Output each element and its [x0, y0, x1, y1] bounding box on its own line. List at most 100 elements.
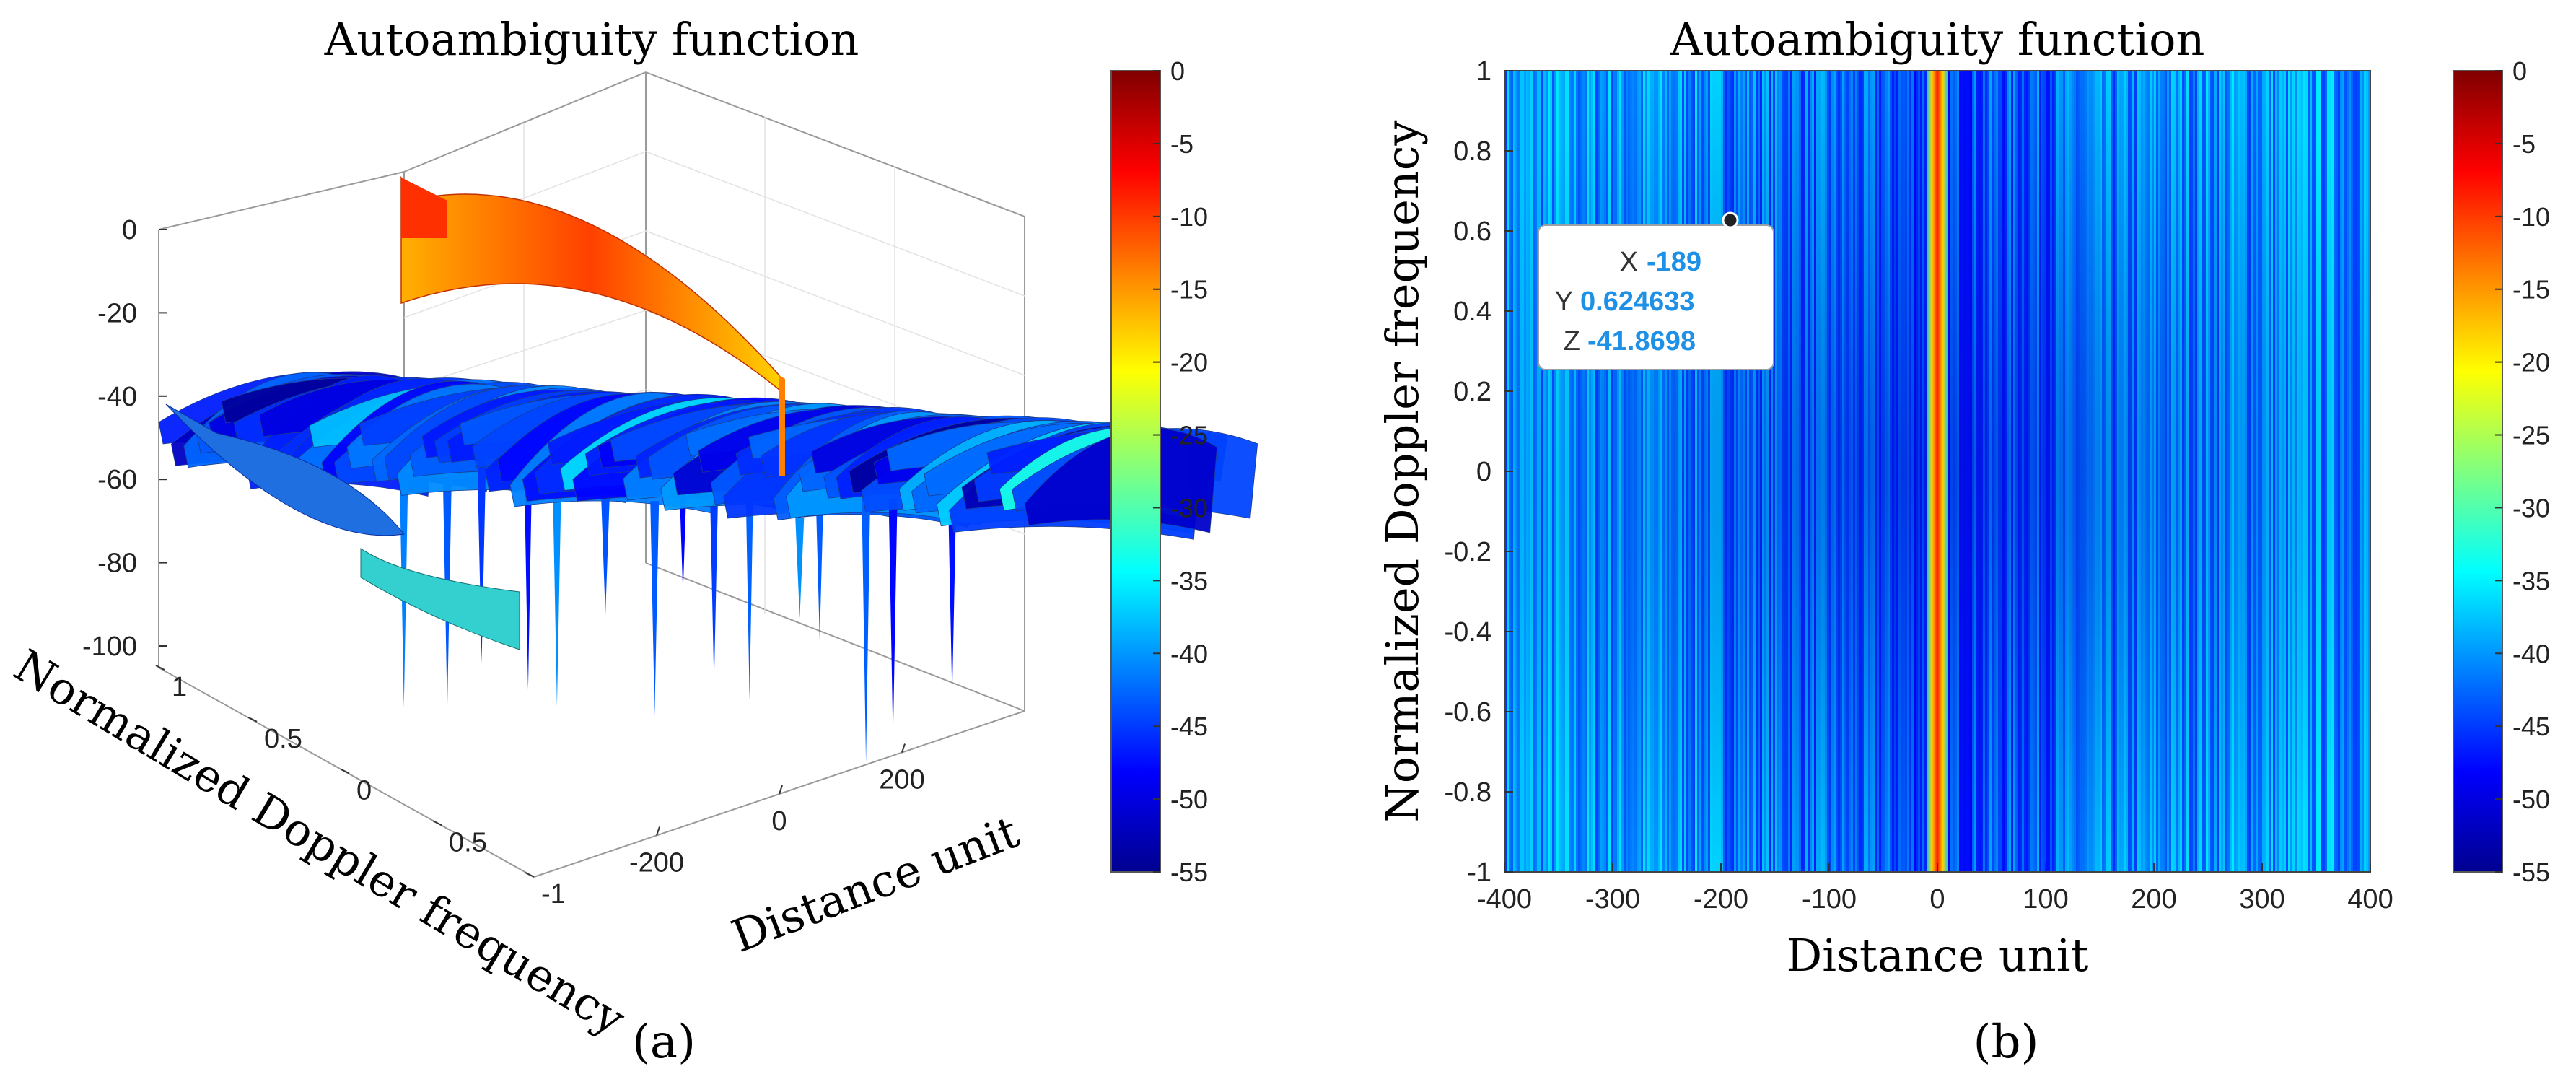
colorbar-tick-label: -55 — [2513, 857, 2550, 887]
panel-b-title: Autoambiguity function — [1670, 13, 2205, 66]
y-tick-label: 1 — [1476, 56, 1491, 87]
datatip-box — [1538, 224, 1774, 370]
y-tick-label: -0.2 — [1445, 537, 1491, 567]
colorbar-tick-label: -45 — [2513, 712, 2550, 741]
distance-tick-label: -200 — [629, 848, 684, 878]
panel-a-doppler-ticks: 1 0.5 0 0.5 -1 — [155, 665, 566, 909]
colorbar-tick-label: -25 — [1170, 421, 1208, 450]
y-tick-label: 0.4 — [1453, 297, 1491, 327]
panel-a-title: Autoambiguity function — [324, 13, 859, 66]
panel-a-doppler-label: Normalized Doppler frequency — [5, 639, 634, 1046]
surface-hull — [360, 548, 520, 650]
panel-a: Autoambiguity function — [5, 13, 1258, 1069]
x-tick-label: -300 — [1585, 884, 1640, 914]
colorbar-tick-label: -40 — [2513, 639, 2550, 668]
colorbar-tick-label: -5 — [1170, 129, 1193, 159]
surface-spike — [888, 499, 898, 740]
datatip-z-value: -41.8698 — [1587, 326, 1696, 357]
doppler-tick-label: -1 — [541, 879, 566, 909]
surface-spike — [947, 484, 957, 698]
colorbar-tick-label: -10 — [2513, 202, 2550, 232]
colorbar-tick-label: -30 — [1170, 493, 1208, 523]
surface-spike — [477, 458, 486, 664]
x-tick-label: -200 — [1694, 884, 1748, 914]
surface-spike — [552, 481, 561, 707]
distance-tick-label: 0 — [771, 806, 787, 837]
colorbar-tick-label: -20 — [2513, 348, 2550, 377]
panel-a-peak-ridge — [400, 175, 785, 476]
panel-a-z-ticks: 0 -20 -40 -60 -80 -100 — [82, 215, 167, 662]
panel-b: Autoambiguity function -400 -300 -200 -100 0… — [1376, 13, 2550, 1069]
colorbar-tick-label: -5 — [2513, 129, 2536, 159]
colorbar-tick-label: -15 — [1170, 275, 1208, 305]
doppler-tick-label: 1 — [172, 672, 187, 702]
panel-b-colorbar-ticks: 0 -5 -10 -15 -20 -25 -30 -35 -40 -45 -50 -55 — [2495, 56, 2550, 887]
y-tick-label: -0.6 — [1445, 697, 1491, 728]
x-tick-label: 300 — [2239, 884, 2284, 914]
panel-b-y-ticks: 1 0.8 0.6 0.4 0.2 0 -0.2 -0.4 -0.6 -0.8 -1 — [1445, 56, 1513, 888]
colorbar-tick-label: 0 — [2513, 56, 2527, 86]
panel-b-peak-column — [1927, 71, 1948, 872]
panel-b-label: (b) — [1973, 1016, 2039, 1069]
panel-b-xlabel: Distance unit — [1787, 929, 2089, 982]
surface-hull — [165, 403, 405, 536]
datatip-x-label: X — [1620, 247, 1638, 277]
colorbar-tick-label: -25 — [2513, 421, 2550, 450]
panel-a-colorbar — [1110, 70, 1161, 873]
x-tick-label: 100 — [2023, 884, 2068, 914]
surface-spike — [650, 501, 660, 716]
colorbar-tick-label: -35 — [1170, 566, 1208, 595]
doppler-tick-mark — [247, 716, 258, 723]
panel-b-colorbar — [2453, 70, 2503, 873]
distance-tick-mark — [779, 785, 783, 795]
distance-tick-mark — [656, 826, 660, 836]
datatip-x-value: -189 — [1647, 247, 1701, 277]
colorbar-tick-label: -40 — [1170, 639, 1208, 668]
panel-b-ylabel: Normalized Doppler frequency — [1376, 121, 1429, 823]
z-tick-label: 0 — [122, 215, 137, 245]
x-tick-label: -100 — [1802, 884, 1857, 914]
y-tick-label: 0 — [1476, 457, 1491, 487]
surface-spike — [815, 477, 824, 640]
datatip-y-value: 0.624633 — [1580, 287, 1695, 317]
surface-spike — [862, 491, 871, 763]
panel-b-x-ticks: -400 -300 -200 -100 0 100 200 300 400 — [1477, 863, 2393, 914]
doppler-tick-label: 0.5 — [264, 724, 302, 754]
x-tick-label: 0 — [1929, 884, 1945, 914]
colorbar-tick-label: -30 — [2513, 493, 2550, 523]
z-tick-label: -80 — [97, 549, 137, 579]
surface-spike — [745, 455, 754, 700]
y-tick-label: 0.6 — [1453, 217, 1491, 247]
colorbar-tick-label: -35 — [2513, 566, 2550, 595]
colorbar-tick-label: -45 — [1170, 712, 1208, 741]
doppler-tick-mark — [155, 665, 165, 671]
z-tick-label: -60 — [97, 465, 137, 495]
surface-spike — [600, 494, 610, 616]
surface-spike — [709, 479, 719, 686]
y-tick-label: -0.4 — [1445, 617, 1491, 647]
doppler-tick-mark — [340, 768, 350, 774]
z-tick-label: -20 — [97, 298, 137, 328]
panel-b-datatip[interactable]: X -189 Y 0.624633 Z -41.8698 — [1538, 211, 1774, 370]
panel-a-colorbar-ticks: 0 -5 -10 -15 -20 -25 -30 -35 -40 -45 -50 -55 — [1153, 56, 1208, 887]
colorbar-tick-label: -20 — [1170, 348, 1208, 377]
z-tick-label: -40 — [97, 382, 137, 412]
surface-spike — [795, 518, 805, 619]
distance-tick-mark — [901, 743, 906, 753]
datatip-marker[interactable] — [1722, 211, 1739, 229]
doppler-tick-label: 0 — [356, 776, 372, 806]
y-tick-label: -0.8 — [1445, 777, 1491, 808]
x-tick-label: 200 — [2131, 884, 2176, 914]
colorbar-tick-label: -50 — [1170, 785, 1208, 814]
datatip-y-label: Y — [1555, 287, 1573, 317]
x-tick-label: 400 — [2347, 884, 2393, 914]
y-tick-label: -1 — [1467, 857, 1491, 888]
colorbar-tick-label: -55 — [1170, 857, 1208, 887]
datatip-z-label: Z — [1564, 326, 1580, 357]
y-tick-label: 0.2 — [1453, 377, 1491, 407]
colorbar-tick-label: -50 — [2513, 785, 2550, 814]
panel-a-distance-ticks: -200 0 200 — [629, 743, 925, 878]
doppler-tick-mark — [525, 872, 535, 878]
distance-tick-label: 200 — [879, 765, 924, 795]
